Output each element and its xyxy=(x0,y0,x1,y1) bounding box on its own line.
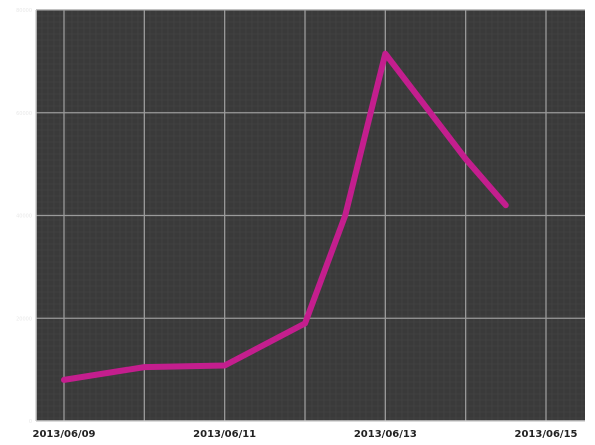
x-tick-label: 2013/06/11 xyxy=(193,429,256,440)
data-point xyxy=(222,363,228,369)
y-tick-label: 20000 xyxy=(16,316,32,322)
data-point xyxy=(342,213,348,218)
data-point xyxy=(302,320,308,326)
data-point xyxy=(141,364,147,370)
series-line xyxy=(61,50,509,383)
y-tick-label: 80000 xyxy=(16,8,32,14)
x-tick-label: 2013/06/15 xyxy=(515,429,578,440)
x-tick-label: 2013/06/09 xyxy=(33,429,96,440)
x-tick-label: 2013/06/13 xyxy=(354,429,417,440)
y-tick-label: 60000 xyxy=(16,111,32,117)
data-point xyxy=(382,51,388,57)
y-tick-label: 40000 xyxy=(16,214,32,220)
y-tick-label: 0 xyxy=(29,419,32,425)
data-point xyxy=(463,156,469,162)
data-point xyxy=(503,202,509,208)
data-point xyxy=(61,377,67,383)
